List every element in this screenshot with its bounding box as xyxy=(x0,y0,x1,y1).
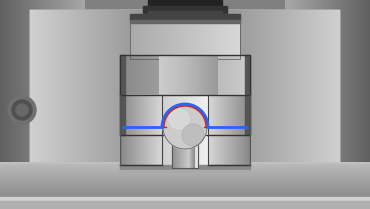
Bar xyxy=(0,165,370,209)
Bar xyxy=(162,95,208,165)
Circle shape xyxy=(16,104,28,116)
Bar xyxy=(172,130,198,168)
Bar xyxy=(120,95,250,165)
Bar xyxy=(130,20,240,23)
Circle shape xyxy=(8,96,36,124)
Bar xyxy=(120,95,162,165)
Bar xyxy=(120,165,250,170)
Circle shape xyxy=(163,105,207,149)
Bar xyxy=(172,130,198,168)
Bar xyxy=(120,55,125,135)
Bar xyxy=(130,14,240,20)
Circle shape xyxy=(182,124,204,146)
Circle shape xyxy=(169,109,189,129)
Bar xyxy=(208,95,250,165)
Polygon shape xyxy=(215,10,340,162)
Bar xyxy=(120,170,250,173)
Bar xyxy=(130,14,240,59)
Bar xyxy=(148,0,222,8)
Polygon shape xyxy=(215,0,370,160)
Circle shape xyxy=(12,100,32,120)
Polygon shape xyxy=(30,10,155,162)
Bar xyxy=(143,6,227,13)
Bar xyxy=(0,160,370,209)
Bar xyxy=(0,197,370,201)
Bar xyxy=(0,201,370,209)
Bar xyxy=(245,55,250,135)
Polygon shape xyxy=(0,0,155,160)
Bar xyxy=(148,11,222,14)
Bar xyxy=(120,55,250,135)
